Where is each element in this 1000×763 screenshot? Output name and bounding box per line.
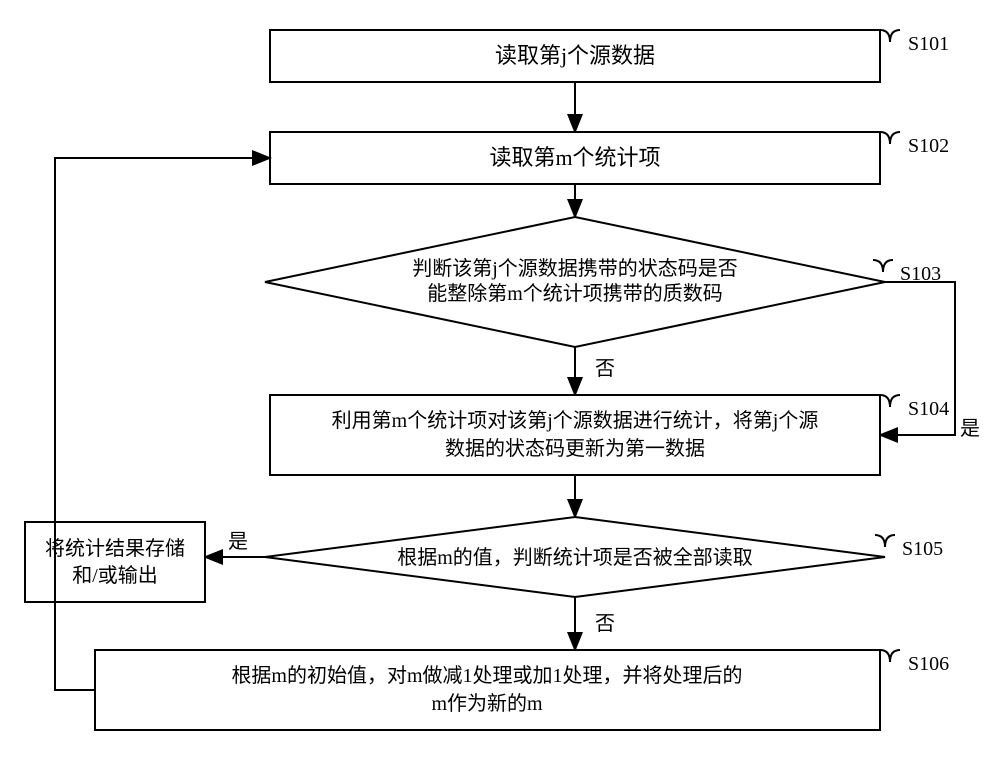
tag-notch-s104 [880,395,900,407]
node-s102-text: 读取第m个统计项 [489,145,660,170]
tag-notch-s102 [880,132,900,144]
node-out [25,522,205,602]
edge-s106-s102 [55,158,270,690]
label-s105-no: 否 [595,613,615,635]
label-s103-no: 否 [595,358,615,380]
node-s103-line1: 判断该第j个源数据携带的状态码是否 [412,257,738,280]
tag-notch-s106 [880,650,900,662]
node-s104-line2: 数据的状态码更新为第一数据 [445,437,705,460]
node-out-line1: 将统计结果存储 [45,537,185,560]
flowchart-canvas: 读取第j个源数据 读取第m个统计项 判断该第j个源数据携带的状态码是否 能整除第… [0,0,1000,763]
tag-s104: S104 [908,398,949,420]
node-s105-text: 根据m的值，判断统计项是否被全部读取 [397,546,753,569]
node-s104-line1: 利用第m个统计项对该第j个源数据进行统计，将第j个源 [332,409,819,432]
tag-s102: S102 [908,135,949,157]
label-s105-yes: 是 [228,531,248,553]
tag-s101: S101 [908,33,949,55]
tag-s105: S105 [902,538,943,560]
node-s106 [95,650,880,730]
node-s103-line2: 能整除第m个统计项携带的质数码 [427,282,723,305]
node-s106-line1: 根据m的初始值，对m做减1处理或加1处理，并将处理后的 [231,664,742,687]
node-out-line2: 和/或输出 [72,564,158,587]
tag-s106: S106 [908,653,949,675]
node-s104 [270,395,880,475]
tag-notch-s103 [873,260,893,272]
tag-notch-s101 [880,30,900,42]
node-s101-text: 读取第j个源数据 [495,43,655,68]
label-s103-yes: 是 [960,418,980,440]
node-s106-line2: m作为新的m [431,692,543,715]
tag-notch-s105 [875,535,895,547]
tag-s103: S103 [900,263,941,285]
node-s103 [265,217,885,347]
